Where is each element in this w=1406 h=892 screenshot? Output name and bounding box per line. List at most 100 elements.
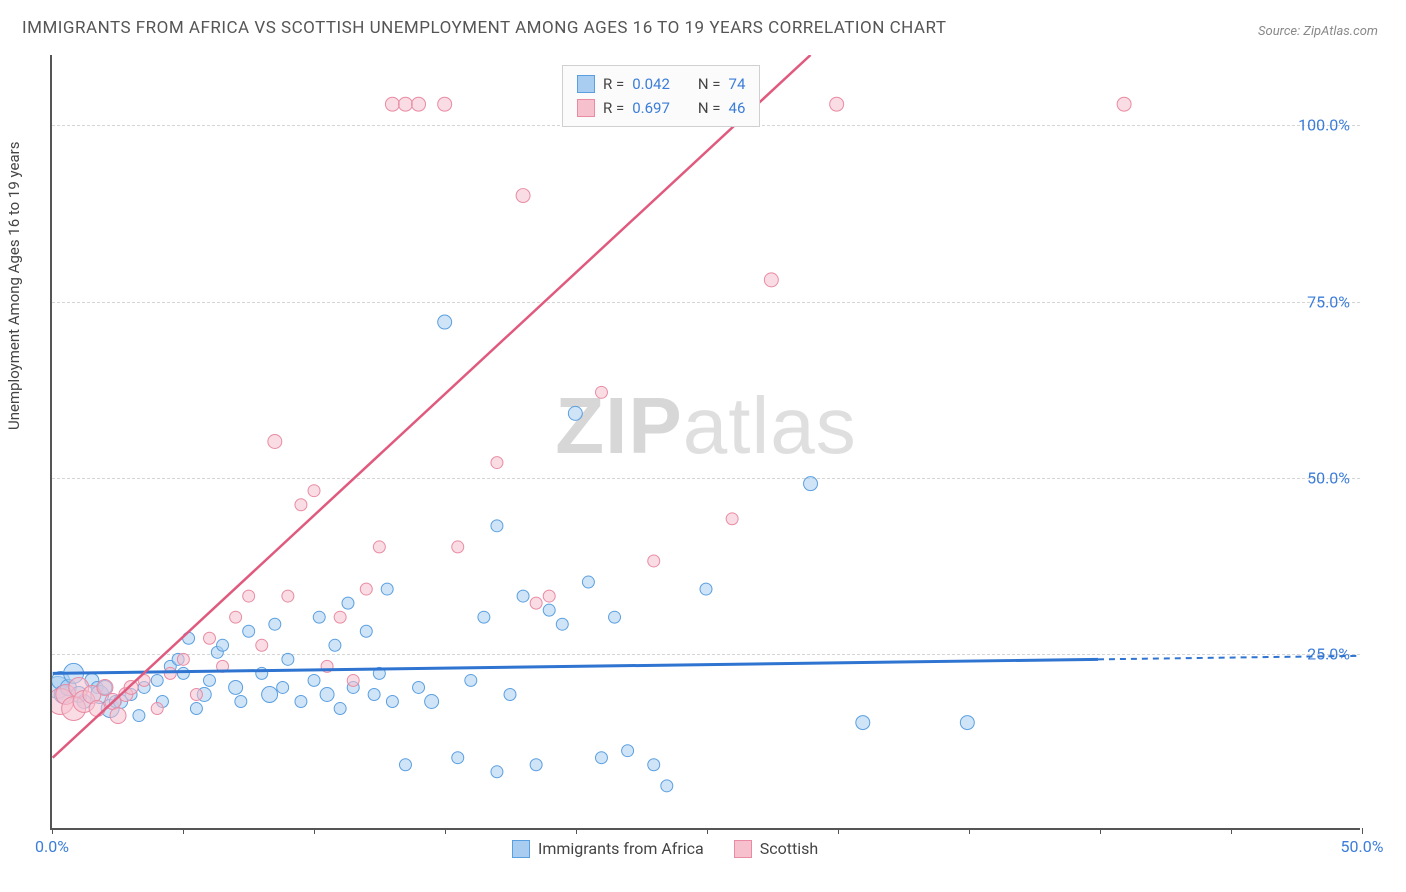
x-tick xyxy=(838,828,839,834)
data-point-africa xyxy=(64,663,84,683)
data-point-scottish xyxy=(648,555,660,567)
x-tick xyxy=(314,828,315,834)
x-tick xyxy=(52,828,53,834)
x-tick-label: 0.0% xyxy=(35,837,69,856)
data-point-africa xyxy=(52,671,70,689)
y-tick-label: 50.0% xyxy=(1307,468,1350,487)
data-point-scottish xyxy=(119,687,133,701)
data-point-africa xyxy=(197,687,211,701)
chart-svg xyxy=(52,55,1360,828)
data-point-africa xyxy=(320,687,334,701)
data-point-africa xyxy=(52,676,69,698)
n-value-scottish: 46 xyxy=(729,96,746,120)
data-point-africa xyxy=(313,611,325,623)
y-axis-label: Unemployment Among Ages 16 to 19 years xyxy=(5,142,23,430)
data-point-africa xyxy=(235,696,247,708)
x-tick xyxy=(183,828,184,834)
trend-line-scottish xyxy=(53,55,811,758)
data-point-africa xyxy=(204,674,216,686)
data-point-scottish xyxy=(124,680,138,694)
watermark: ZIPatlas xyxy=(555,380,856,472)
data-point-africa xyxy=(360,625,372,637)
data-point-scottish xyxy=(164,667,176,679)
x-tick xyxy=(969,828,970,834)
data-point-africa xyxy=(368,688,380,700)
data-point-africa xyxy=(98,680,112,694)
data-point-africa xyxy=(530,759,542,771)
data-point-africa xyxy=(229,680,243,694)
data-point-africa xyxy=(960,716,974,730)
data-point-africa xyxy=(347,681,359,693)
data-point-africa xyxy=(582,576,594,588)
data-point-africa xyxy=(101,700,119,718)
data-point-africa xyxy=(85,673,99,687)
legend-item-scottish: Scottish xyxy=(734,839,818,858)
stats-legend: R = 0.042 N = 74 R = 0.697 N = 46 xyxy=(562,65,760,127)
data-point-scottish xyxy=(243,590,255,602)
data-point-africa xyxy=(491,766,503,778)
data-point-africa xyxy=(133,710,145,722)
data-point-scottish xyxy=(190,688,202,700)
data-point-africa xyxy=(413,681,425,693)
data-point-scottish xyxy=(268,435,282,449)
data-point-africa xyxy=(91,681,103,693)
data-point-africa xyxy=(342,597,354,609)
data-point-scottish xyxy=(62,697,86,721)
data-point-scottish xyxy=(1117,97,1131,111)
data-point-scottish xyxy=(69,677,89,697)
data-point-africa xyxy=(172,653,184,665)
data-point-africa xyxy=(568,406,582,420)
data-point-africa xyxy=(399,759,411,771)
x-tick xyxy=(576,828,577,834)
r-value-africa: 0.042 xyxy=(632,72,670,96)
data-point-scottish xyxy=(385,97,399,111)
data-point-africa xyxy=(109,696,121,708)
gridline xyxy=(52,478,1360,479)
data-point-scottish xyxy=(438,97,452,111)
data-point-africa xyxy=(373,667,385,679)
data-point-africa xyxy=(425,695,439,709)
data-point-africa xyxy=(282,653,294,665)
series-label-africa: Immigrants from Africa xyxy=(538,839,704,858)
data-point-scottish xyxy=(151,703,163,715)
source-attribution: Source: ZipAtlas.com xyxy=(1258,24,1378,39)
data-point-scottish xyxy=(282,590,294,602)
x-tick-label: 50.0% xyxy=(1341,837,1384,856)
data-point-scottish xyxy=(89,701,105,717)
data-point-scottish xyxy=(543,590,555,602)
data-point-africa xyxy=(156,696,168,708)
data-point-africa xyxy=(308,674,320,686)
legend-row-scottish: R = 0.697 N = 46 xyxy=(577,96,745,120)
legend-row-africa: R = 0.042 N = 74 xyxy=(577,72,745,96)
data-point-africa xyxy=(517,590,529,602)
data-point-scottish xyxy=(491,457,503,469)
data-point-africa xyxy=(295,696,307,708)
data-point-africa xyxy=(648,759,660,771)
chart-title: IMMIGRANTS FROM AFRICA VS SCOTTISH UNEMP… xyxy=(22,18,946,38)
data-point-africa xyxy=(381,583,393,595)
r-label: R = xyxy=(603,96,624,120)
x-tick xyxy=(707,828,708,834)
data-point-africa xyxy=(269,618,281,630)
series-legend: Immigrants from Africa Scottish xyxy=(512,839,818,858)
data-point-africa xyxy=(54,686,72,704)
data-point-scottish xyxy=(334,611,346,623)
data-point-scottish xyxy=(105,694,121,710)
y-tick-label: 25.0% xyxy=(1307,644,1350,663)
data-point-africa xyxy=(91,686,109,704)
data-point-scottish xyxy=(110,708,126,724)
data-point-scottish xyxy=(452,541,464,553)
legend-item-africa: Immigrants from Africa xyxy=(512,839,704,858)
gridline xyxy=(52,654,1360,655)
data-point-scottish xyxy=(230,611,242,623)
data-point-africa xyxy=(77,695,91,709)
y-tick-label: 100.0% xyxy=(1298,116,1350,135)
n-value-africa: 74 xyxy=(729,72,746,96)
data-point-africa xyxy=(386,696,398,708)
swatch-africa xyxy=(577,75,595,93)
data-point-africa xyxy=(114,695,128,709)
r-label: R = xyxy=(603,72,624,96)
data-point-scottish xyxy=(726,513,738,525)
data-point-africa xyxy=(177,667,189,679)
data-point-africa xyxy=(504,688,516,700)
